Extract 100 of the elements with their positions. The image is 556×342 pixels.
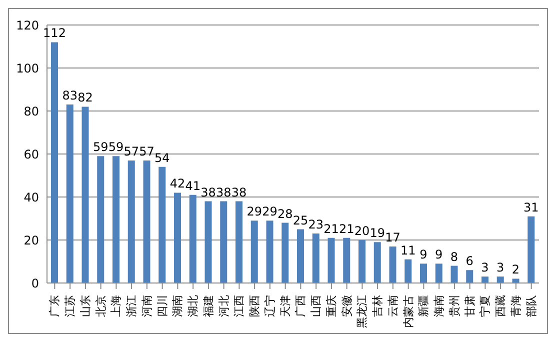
bar	[512, 278, 520, 283]
data-label: 21	[338, 222, 354, 236]
y-tick-label: 100	[16, 61, 39, 76]
data-label: 38	[200, 185, 216, 200]
x-tick-label: 青海	[509, 295, 522, 317]
x-tick-label: 安徽	[340, 295, 354, 317]
y-tick-label: 60	[24, 147, 39, 162]
bar	[312, 234, 320, 283]
x-tick-label: 上海	[110, 295, 123, 317]
bar	[358, 240, 366, 283]
data-label: 112	[43, 26, 66, 40]
data-label: 42	[170, 176, 186, 191]
bar	[189, 194, 196, 283]
x-tick-label: 宁夏	[478, 295, 492, 317]
bar	[374, 242, 381, 283]
data-label: 29	[246, 204, 262, 219]
bar	[420, 264, 427, 283]
data-label: 31	[523, 200, 539, 214]
data-label: 21	[324, 222, 339, 236]
x-tick-label: 西藏	[494, 295, 508, 317]
x-tick-label: 新疆	[417, 295, 430, 317]
x-tick-label: 天津	[278, 295, 292, 317]
data-label: 29	[262, 204, 278, 219]
bar	[282, 222, 289, 283]
data-label: 59	[92, 140, 108, 154]
data-label: 83	[62, 88, 78, 103]
bar	[128, 160, 135, 283]
bar	[143, 160, 150, 283]
bar	[528, 216, 535, 283]
bar	[174, 192, 181, 283]
x-tick-label: 广西	[294, 295, 308, 317]
x-tick-label: 陕西	[248, 295, 262, 317]
x-tick-label: 辽宁	[263, 295, 276, 317]
data-label: 3	[481, 260, 489, 275]
data-label: 9	[420, 248, 428, 262]
x-tick-label: 四川	[156, 295, 169, 317]
y-tick-label: 20	[24, 233, 39, 248]
bar	[266, 220, 274, 283]
data-label: 23	[308, 218, 324, 232]
x-tick-label: 部队	[524, 295, 538, 317]
bar	[82, 106, 89, 283]
bar	[112, 156, 120, 283]
bar	[66, 104, 74, 283]
bar	[389, 246, 396, 283]
y-tick-label: 0	[31, 276, 39, 290]
bar	[236, 201, 242, 283]
bar	[343, 238, 350, 283]
data-label: 17	[385, 230, 400, 244]
data-label: 3	[496, 260, 504, 275]
bar	[204, 201, 212, 283]
bar	[466, 270, 474, 283]
bar	[435, 264, 442, 283]
x-tick-label: 浙江	[125, 295, 138, 317]
bar	[450, 266, 458, 283]
x-tick-label: 广东	[48, 295, 62, 317]
data-label: 6	[466, 254, 474, 268]
bar	[328, 238, 335, 283]
data-label: 2	[512, 262, 520, 277]
data-label: 54	[154, 150, 170, 165]
x-tick-label: 重庆	[324, 295, 338, 317]
x-tick-label: 吉林	[371, 295, 384, 317]
data-label: 59	[108, 140, 124, 154]
x-tick-label: 山东	[78, 295, 92, 317]
data-label: 11	[400, 243, 416, 258]
x-tick-label: 福建	[202, 295, 215, 317]
data-label: 8	[450, 250, 458, 264]
data-label: 82	[78, 90, 93, 105]
x-tick-label: 江苏	[64, 295, 77, 317]
y-tick-label: 40	[24, 190, 39, 204]
data-label: 38	[216, 185, 232, 200]
data-label: 25	[292, 213, 308, 228]
x-tick-label: 黑龙江	[356, 295, 369, 328]
x-tick-label: 山西	[310, 295, 323, 317]
x-tick-label: 云南	[386, 295, 400, 317]
bar	[250, 220, 258, 283]
y-tick-label: 80	[24, 104, 39, 118]
bar	[297, 229, 304, 283]
data-label: 41	[185, 178, 201, 193]
data-label: 19	[370, 226, 386, 240]
data-label: 9	[435, 248, 443, 262]
bar	[97, 156, 104, 283]
x-tick-label: 内蒙古	[402, 295, 415, 328]
x-tick-label: 甘肃	[463, 295, 476, 317]
bar	[496, 276, 504, 283]
x-tick-label: 湖北	[186, 295, 200, 317]
data-label: 38	[231, 185, 247, 200]
x-tick-label: 河南	[140, 295, 154, 317]
x-tick-label: 海南	[432, 295, 446, 317]
bar	[404, 259, 412, 283]
x-tick-label: 贵州	[448, 295, 461, 317]
y-tick-label: 120	[16, 18, 39, 32]
x-tick-label: 江西	[232, 295, 246, 317]
x-tick-label: 河北	[217, 295, 230, 317]
bar	[158, 166, 166, 283]
x-tick-label: 北京	[94, 295, 108, 317]
data-label: 28	[277, 206, 293, 221]
data-label: 57	[124, 144, 140, 158]
bar	[51, 42, 58, 283]
data-label: 57	[139, 144, 154, 158]
bar	[220, 201, 228, 283]
